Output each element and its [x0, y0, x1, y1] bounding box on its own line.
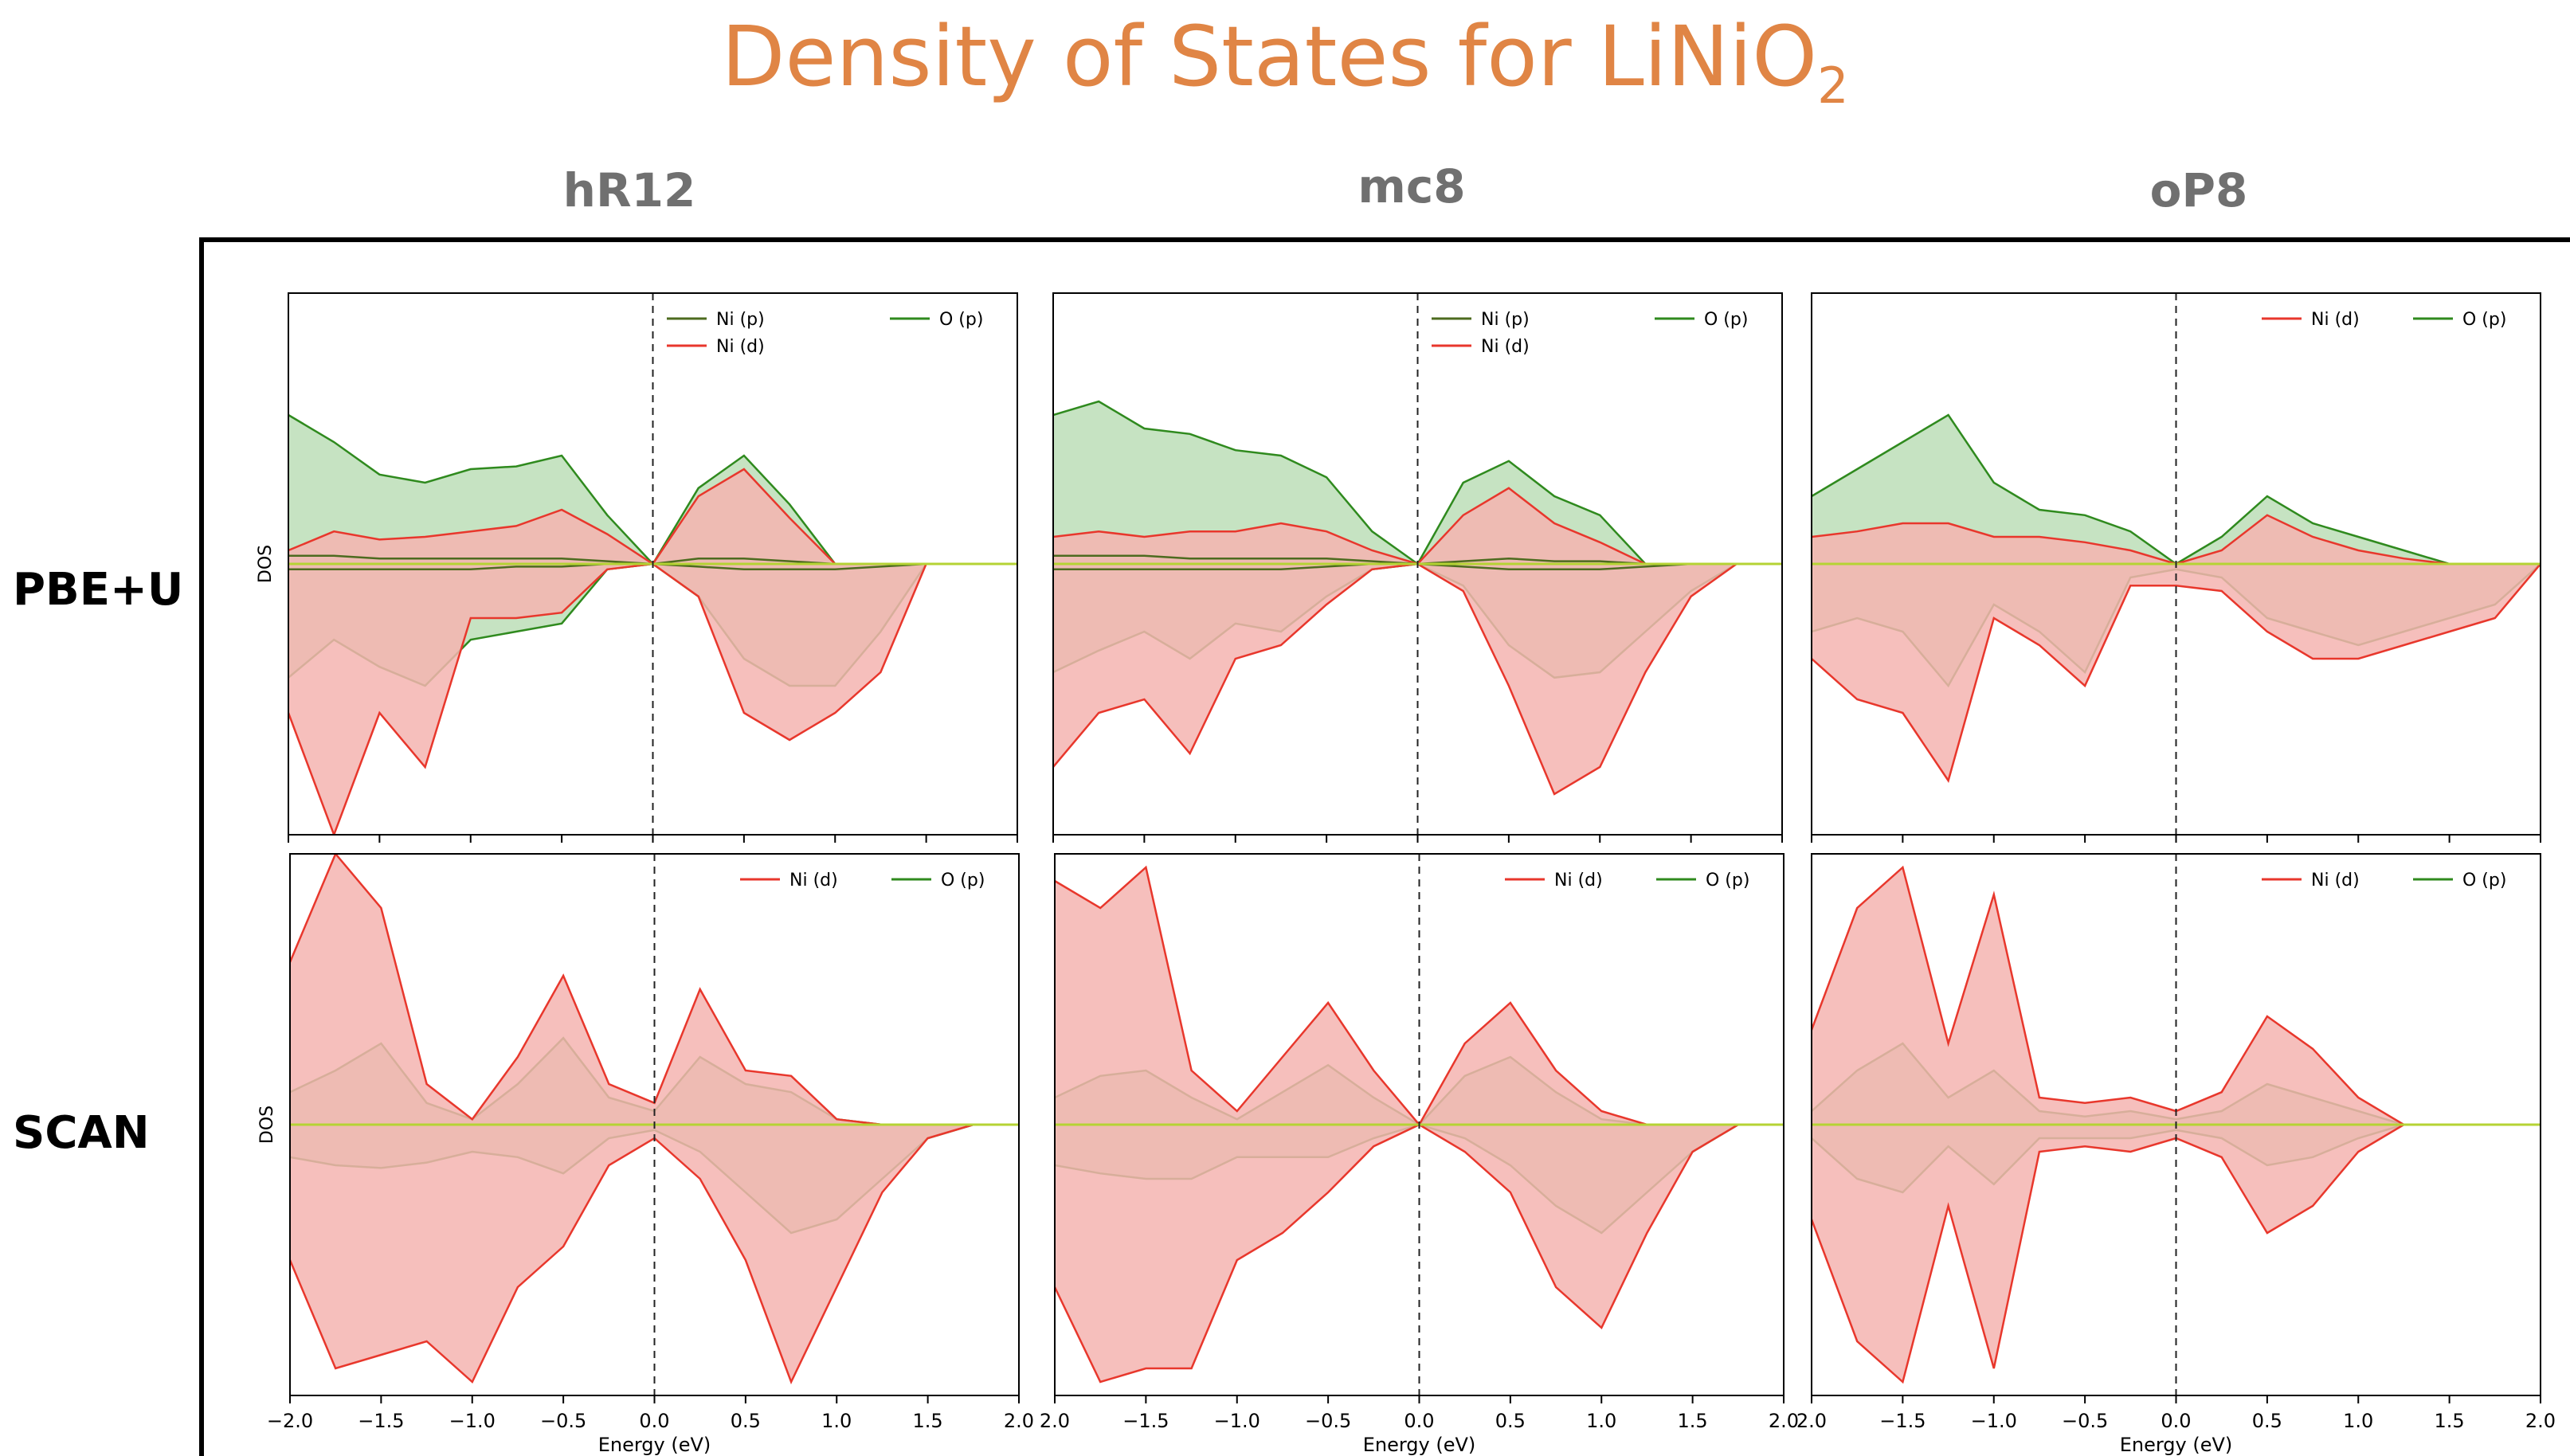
x-tick-label: −2.0 — [267, 1410, 313, 1432]
dos-panel-pbeu-hr12: DOS Ni (p) O (p) Ni (d) — [256, 292, 1018, 843]
x-tick-label: 1.0 — [821, 1410, 852, 1432]
series-fill-nid-up — [1055, 867, 1784, 1125]
series-fill-nid-up — [288, 469, 1017, 564]
series-fill-nid-up — [1053, 487, 1782, 564]
plot-area — [290, 854, 1019, 1395]
legend-label: Ni (p) — [1481, 310, 1530, 330]
x-tick-label: −1.0 — [449, 1410, 496, 1432]
x-tick-label: 2.0 — [1004, 1410, 1034, 1432]
x-axis-label: Energy (eV) — [1363, 1434, 1476, 1456]
column-header-op8: oP8 — [2149, 163, 2248, 217]
dos-panel-scan-op8: 2.0 −1.5 −1.0 −0.5 0.0 0.5 1.0 1.5 2.0 Energy (eV… — [1796, 853, 2556, 1456]
legend-label: Ni (d) — [1481, 337, 1530, 357]
x-tick-label: 2.0 — [1040, 1410, 1070, 1432]
row-header-pbeu: PBE+U — [13, 564, 184, 616]
x-tick-label: 1.0 — [1586, 1410, 1616, 1432]
page-title: Density of States for LiNiO2 — [0, 8, 2570, 115]
header-divider — [199, 237, 2570, 242]
series-fill-nid-down — [288, 564, 1017, 835]
title-main: Density of States for LiNiO — [721, 8, 1818, 105]
dos-panel-pbeu-mc8: Ni (p) O (p) Ni (d) — [1052, 292, 1783, 843]
x-tick-label: 2.0 — [2525, 1410, 2556, 1432]
series-fill-nid-up — [290, 854, 1019, 1125]
column-header-hr12: hR12 — [562, 163, 696, 217]
x-tick-label: −1.5 — [1879, 1410, 1926, 1432]
row-divider — [199, 239, 204, 1456]
x-tick-label: −1.5 — [1122, 1410, 1169, 1432]
plot-area — [1812, 293, 2541, 835]
series-fill-op-up — [1812, 415, 2541, 564]
x-tick-label: 1.5 — [913, 1410, 943, 1432]
x-tick-label: 2.0 — [1796, 1410, 1827, 1432]
dos-panel-scan-hr12: −2.0 −1.5 −1.0 −0.5 0.0 0.5 1.0 1.5 2.0 Energy (e… — [257, 853, 1034, 1456]
x-tick-label: −0.5 — [2062, 1410, 2108, 1432]
y-axis-label: DOS — [257, 1106, 277, 1144]
x-tick-label: 0.0 — [2161, 1410, 2191, 1432]
x-tick-label: 1.0 — [2343, 1410, 2373, 1432]
legend-label: O (p) — [1704, 310, 1748, 330]
series-line-nid-down — [1812, 563, 2541, 783]
legend-label: Ni (d) — [716, 337, 765, 357]
series-fill-op-up — [1053, 401, 1782, 564]
x-tick-label: −0.5 — [540, 1410, 586, 1432]
series-fill-nid-down — [1812, 1125, 2541, 1382]
series-fill-op-up — [288, 415, 1017, 564]
x-tick-label: 0.0 — [1404, 1410, 1434, 1432]
x-tick-label: 0.5 — [2252, 1410, 2282, 1432]
legend-label: Ni (d) — [789, 871, 838, 890]
series-fill-nid-down — [1055, 1125, 1784, 1382]
legend-label: O (p) — [941, 871, 985, 890]
series-fill-nid-down — [1812, 564, 2541, 781]
column-header-mc8: mc8 — [1357, 159, 1466, 213]
series-fill-nid-down — [290, 1125, 1019, 1382]
x-axis-label: Energy (eV) — [598, 1434, 711, 1456]
x-tick-label: 0.5 — [731, 1410, 761, 1432]
plot-area — [288, 293, 1017, 835]
legend-label: Ni (d) — [2311, 871, 2360, 890]
legend-label: O (p) — [2462, 871, 2506, 890]
x-tick-label: 0.0 — [639, 1410, 669, 1432]
x-tick-label: −1.0 — [1971, 1410, 2017, 1432]
row-header-scan: SCAN — [13, 1107, 150, 1159]
title-subscript: 2 — [1817, 56, 1849, 115]
series-fill-nid-up — [1812, 515, 2541, 564]
dos-panel-scan-mc8: 2.0 −1.5 −1.0 −0.5 0.0 0.5 1.0 1.5 2.0 Energy (eV… — [1040, 853, 1799, 1456]
legend-label: Ni (p) — [716, 310, 765, 330]
legend-label: Ni (d) — [1554, 871, 1603, 890]
legend-label: O (p) — [1706, 871, 1749, 890]
legend-label: O (p) — [2462, 310, 2506, 330]
x-tick-label: −1.0 — [1214, 1410, 1260, 1432]
x-tick-label: −0.5 — [1305, 1410, 1351, 1432]
series-fill-nid-down — [1053, 564, 1782, 794]
plot-area — [1812, 854, 2541, 1395]
series-fill-nid-up — [1812, 867, 2541, 1125]
x-tick-label: 2.0 — [1769, 1410, 1799, 1432]
x-tick-label: −1.5 — [358, 1410, 404, 1432]
plot-area — [1055, 854, 1784, 1395]
dos-panel-pbeu-op8: Ni (d) O (p) — [1811, 292, 2541, 843]
y-axis-label: DOS — [256, 545, 276, 583]
x-tick-label: 1.5 — [2435, 1410, 2465, 1432]
x-tick-label: 0.5 — [1495, 1410, 1526, 1432]
legend-label: Ni (d) — [2311, 310, 2360, 330]
legend-label: O (p) — [939, 310, 983, 330]
plot-area — [1053, 293, 1782, 835]
x-tick-label: 1.5 — [1678, 1410, 1708, 1432]
x-axis-label: Energy (eV) — [2120, 1434, 2233, 1456]
